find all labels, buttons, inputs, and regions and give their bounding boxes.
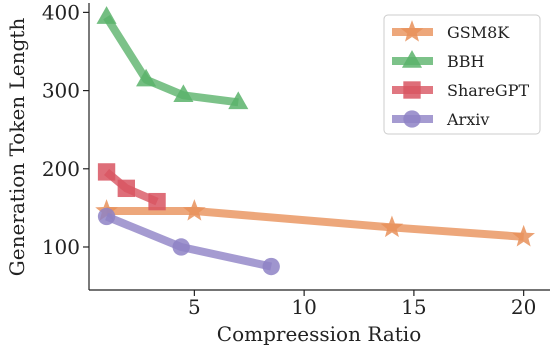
x-tick-label: 15 [401,295,426,319]
legend-entry-arxiv: Arxiv [392,110,489,129]
data-point-gsm8k [380,215,404,238]
legend-label-arxiv: Arxiv [446,110,489,129]
legend-label-bbh: BBH [447,52,485,71]
data-point-sharegpt [97,163,116,181]
legend-label-sharegpt: ShareGPT [447,81,529,100]
data-point-gsm8k [183,199,206,221]
data-point-sharegpt [117,179,135,198]
data-point-arxiv [172,238,190,256]
legend-marker-arxiv [403,110,421,128]
x-tick-label: 20 [511,295,536,319]
data-point-bbh [228,91,249,110]
y-tick-label: 200 [42,157,80,181]
series-layer [95,6,535,276]
legend-marker-bbh [401,50,423,68]
y-ticks: 100 200 300 400 [42,0,89,259]
x-axis-label: Compreession Ratio [217,322,421,346]
plot-area [88,3,550,291]
y-axis-label: Generation Token Length [5,18,29,277]
data-point-gsm8k [512,224,535,247]
y-tick-label: 300 [42,79,80,103]
data-point-arxiv [97,207,116,226]
data-point-arxiv [262,257,280,276]
data-point-bbh [96,6,117,24]
legend: GSM8K BBH ShareGPT Arxiv [383,14,541,135]
x-tick-label: 5 [188,295,201,319]
legend-frame [383,14,541,135]
x-tick-label: 10 [291,295,316,319]
legend-marker-gsm8k [400,20,424,42]
legend-entry-bbh: BBH [392,50,485,71]
y-tick-label: 400 [42,0,80,24]
series-line-bbh [103,14,239,107]
series-line-arxiv [105,212,273,271]
legend-label-gsm8k: GSM8K [447,23,510,42]
data-point-sharegpt [148,192,166,211]
series-arxiv [97,207,280,276]
series-bbh [96,6,249,110]
x-ticks: 5 10 15 20 [188,290,536,319]
y-tick-label: 100 [42,235,80,259]
series-sharegpt [97,163,166,211]
legend-entry-sharegpt: ShareGPT [392,81,529,100]
legend-marker-sharegpt [403,81,421,99]
legend-entry-gsm8k: GSM8K [392,20,510,42]
data-point-bbh [173,84,194,103]
series-line-gsm8k [106,207,524,241]
data-point-bbh [136,68,157,87]
